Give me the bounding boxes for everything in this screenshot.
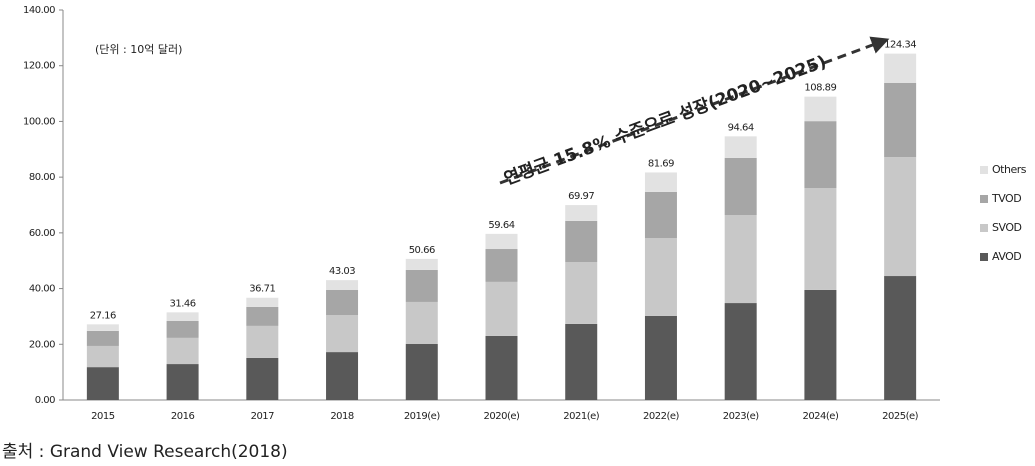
bar-segment [405, 258, 438, 270]
total-label: 124.34 [884, 40, 916, 51]
bar-segment [485, 233, 518, 250]
bar-segment [644, 238, 677, 316]
y-tick-label: 20.00 [29, 339, 55, 350]
total-label: 108.89 [804, 83, 836, 94]
x-tick-label: 2018 [330, 411, 354, 422]
x-tick-label: 2024(e) [802, 411, 839, 422]
bar-segment [485, 249, 518, 282]
total-label: 36.71 [249, 284, 275, 295]
total-label: 43.03 [329, 266, 355, 277]
growth-arrow [499, 36, 890, 185]
bar-segment [326, 352, 359, 400]
bar-segment [246, 306, 279, 326]
legend-label: AVOD [992, 250, 1021, 263]
total-label: 59.64 [488, 220, 514, 231]
bar-segment [485, 281, 518, 336]
bar-segment [804, 96, 837, 122]
unit-note: (단위 : 10억 달러) [95, 43, 182, 56]
bar-segment [565, 323, 598, 400]
bar-segment [405, 344, 438, 400]
y-tick-label: 80.00 [29, 172, 55, 183]
y-tick-label: 100.00 [23, 116, 55, 127]
bar-segment [166, 337, 199, 365]
total-label: 50.66 [409, 245, 435, 256]
x-tick-label: 2022(e) [643, 411, 680, 422]
total-label: 94.64 [728, 122, 754, 133]
bar-segment [326, 289, 359, 316]
total-label: 69.97 [568, 191, 594, 202]
bar-segment [86, 324, 119, 331]
bar-segment [804, 289, 837, 400]
x-tick-label: 2017 [251, 411, 275, 422]
bar-segment [166, 312, 199, 321]
bar-segment [724, 215, 757, 304]
legend-swatch [980, 166, 988, 174]
bar-segment [724, 136, 757, 158]
y-tick-label: 40.00 [29, 284, 55, 295]
bar-segment [246, 325, 279, 358]
bar-segment [565, 220, 598, 263]
total-label: 81.69 [648, 158, 674, 169]
bar-segment [804, 121, 837, 189]
bar-segment [884, 82, 917, 158]
bar-segment [884, 53, 917, 83]
x-tick-label: 2021(e) [563, 411, 600, 422]
bar-segment [86, 330, 119, 346]
legend-swatch [980, 224, 988, 232]
y-tick-label: 60.00 [29, 228, 55, 239]
bar-segment [644, 172, 677, 192]
bar-segment [804, 188, 837, 290]
y-tick-label: 140.00 [23, 5, 55, 16]
bar-segment [485, 335, 518, 400]
bar-segment [246, 297, 279, 307]
bar-segment [724, 303, 757, 400]
bar-segment [724, 157, 757, 216]
y-tick-label: 0.00 [35, 395, 55, 406]
bar-segment [246, 357, 279, 400]
bar-segment [884, 157, 917, 277]
bar-segment [86, 367, 119, 400]
legend-label: Others [992, 163, 1027, 176]
x-tick-label: 2019(e) [404, 411, 441, 422]
legend-label: TVOD [991, 192, 1021, 205]
bar-segment [644, 315, 677, 400]
x-tick-label: 2025(e) [882, 411, 919, 422]
bar-segment [565, 262, 598, 324]
bar-segment [166, 364, 199, 400]
legend-swatch [980, 253, 988, 261]
bar-segment [326, 315, 359, 353]
bar-segment [166, 320, 199, 338]
legend-label: SVOD [992, 221, 1021, 234]
bar-segment [405, 269, 438, 302]
x-tick-label: 2016 [171, 411, 195, 422]
bar-segment [405, 301, 438, 345]
bar-segment [644, 191, 677, 239]
bar-segment [565, 205, 598, 221]
source-note: 출처 : Grand View Research(2018) [2, 442, 288, 462]
x-tick-label: 2020(e) [484, 411, 521, 422]
x-tick-label: 2015 [91, 411, 115, 422]
bar-segment [884, 276, 917, 400]
total-label: 27.16 [90, 310, 116, 321]
x-tick-label: 2023(e) [723, 411, 760, 422]
legend-swatch [980, 195, 988, 203]
y-tick-label: 120.00 [23, 61, 55, 72]
bar-segment [86, 345, 119, 368]
total-label: 31.46 [170, 298, 196, 309]
bar-segment [326, 280, 359, 290]
